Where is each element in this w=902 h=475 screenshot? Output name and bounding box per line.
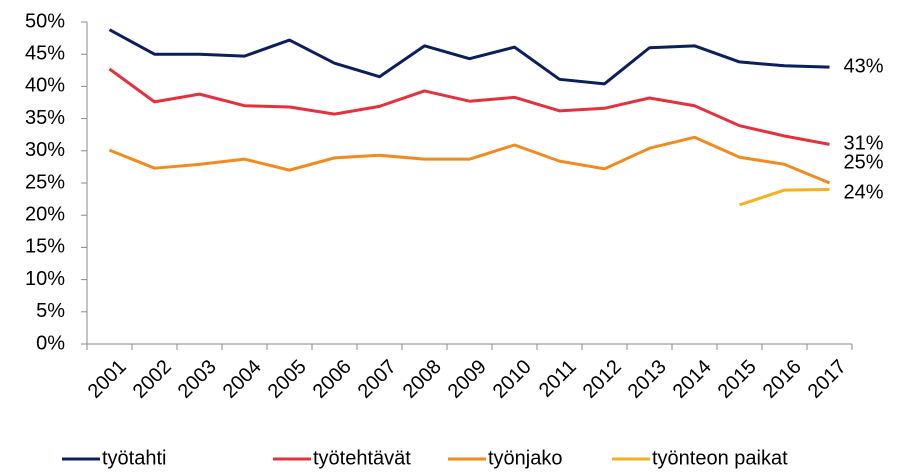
series-line bbox=[108, 28, 830, 86]
x-tick-label: 2014 bbox=[669, 356, 716, 403]
x-tick-label: 2006 bbox=[309, 356, 356, 403]
x-tick-label: 2011 bbox=[535, 356, 581, 402]
x-tick-label: 2017 bbox=[804, 356, 851, 403]
x-tick-label: 2007 bbox=[354, 356, 401, 403]
legend-label: työnjako bbox=[488, 447, 563, 469]
x-tick-label: 2005 bbox=[264, 356, 311, 403]
y-tick-label: 40% bbox=[25, 75, 65, 97]
data-label: 25% bbox=[844, 151, 884, 173]
x-tick-label: 2015 bbox=[714, 356, 761, 403]
x-tick-label: 2004 bbox=[219, 356, 266, 403]
data-label: 24% bbox=[844, 182, 884, 204]
x-tick-label: 2016 bbox=[759, 356, 806, 403]
data-label: 43% bbox=[844, 55, 884, 77]
y-tick-label: 0% bbox=[36, 332, 65, 354]
x-tick-label: 2002 bbox=[129, 356, 176, 403]
data-label: 31% bbox=[844, 133, 884, 155]
y-tick-label: 25% bbox=[25, 171, 65, 193]
y-tick-label: 20% bbox=[25, 203, 65, 225]
y-tick-label: 30% bbox=[25, 139, 65, 161]
x-tick-label: 2010 bbox=[489, 356, 536, 403]
y-tick-label: 35% bbox=[25, 107, 65, 129]
legend-label: työtehtävät bbox=[313, 447, 411, 469]
y-tick-label: 50% bbox=[25, 10, 65, 32]
y-tick-label: 15% bbox=[25, 236, 65, 258]
series-line bbox=[108, 67, 830, 146]
legend-label: työtahti bbox=[102, 447, 166, 469]
y-tick-label: 5% bbox=[36, 300, 65, 322]
series-line bbox=[108, 135, 831, 185]
series-line bbox=[739, 187, 830, 207]
y-tick-label: 45% bbox=[25, 42, 65, 64]
x-tick-label: 2008 bbox=[399, 356, 446, 403]
x-tick-label: 2003 bbox=[174, 356, 221, 403]
x-tick-label: 2009 bbox=[444, 356, 491, 403]
x-tick-label: 2001 bbox=[84, 356, 131, 403]
legend-label: työnteon paikat bbox=[652, 447, 788, 469]
y-tick-label: 10% bbox=[25, 268, 65, 290]
x-tick-label: 2012 bbox=[579, 356, 626, 403]
x-tick-label: 2013 bbox=[624, 356, 671, 403]
